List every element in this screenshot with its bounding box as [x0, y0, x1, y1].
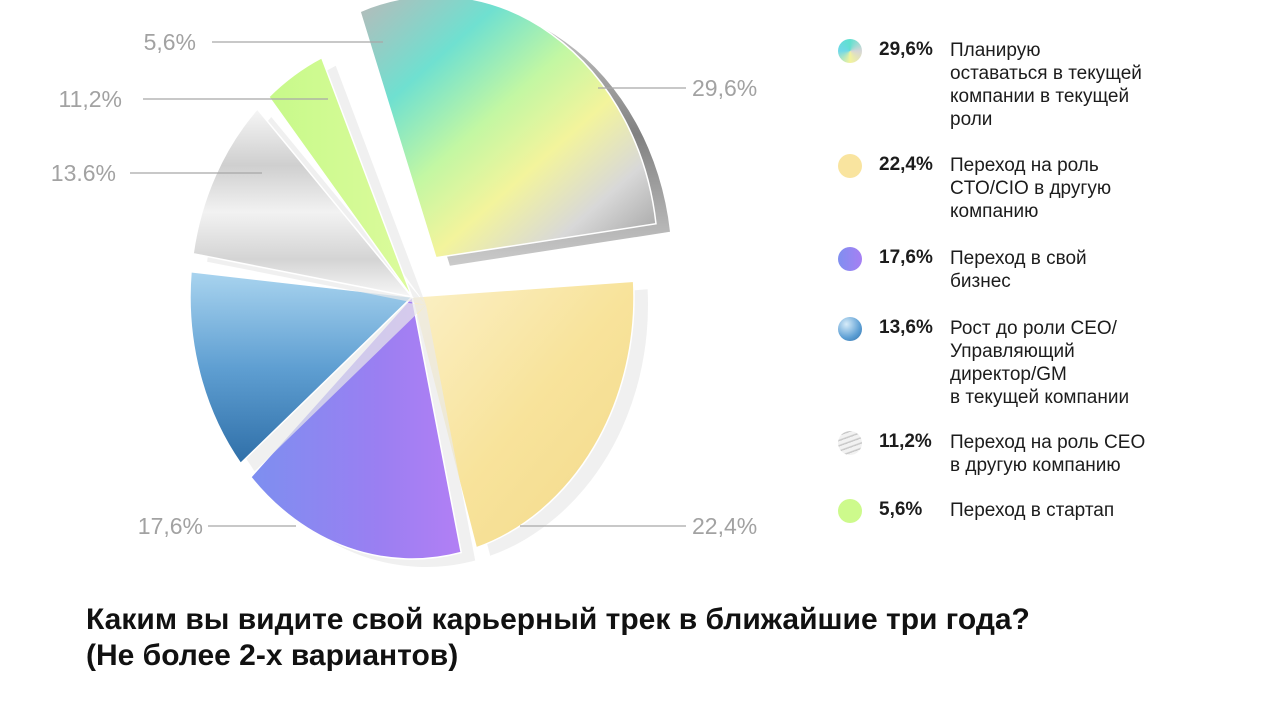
legend-label: Переход в свой бизнес	[950, 248, 1087, 292]
legend-label: Переход на роль CTO/CIO в другую компани…	[950, 155, 1112, 222]
slice-startup	[267, 56, 413, 298]
slice-own-business	[249, 295, 463, 560]
legend-marker	[838, 154, 862, 178]
legend-marker	[838, 247, 862, 271]
legend-value: 17,6%	[879, 247, 933, 268]
legend-value: 11,2%	[879, 431, 932, 452]
callout-13-6-label: 13.6%	[51, 160, 116, 186]
callout-11-2-label: 11,2%	[58, 86, 122, 112]
question-line-2: (Не более 2-х вариантов)	[86, 639, 459, 672]
slice-cto-cio-other-company	[411, 280, 635, 549]
legend-label: Рост до роли CEO/ Управляющий директор/G…	[950, 318, 1130, 408]
legend-value: 22,4%	[879, 154, 933, 175]
callout-22-4-label: 22,4%	[692, 513, 757, 539]
legend-value: 5,6%	[879, 499, 923, 520]
question-line-1: Каким вы видите свой карьерный трек в бл…	[86, 603, 1030, 636]
callout-5-6-label: 5,6%	[144, 29, 196, 55]
pie-chart-svg: 29,6% 22,4% 17,6% 13.6% 11,2% 5,6%	[51, 0, 757, 568]
callout-17-6-label: 17,6%	[138, 513, 203, 539]
slice-ceo-other-company	[192, 107, 414, 299]
callout-29-6-label: 29,6%	[692, 75, 757, 101]
legend-marker	[838, 499, 862, 523]
question-title: Каким вы видите свой карьерный трек в бл…	[86, 602, 1236, 674]
legend-value: 29,6%	[879, 39, 933, 60]
slice-ceo-current-company	[189, 270, 414, 465]
legend-marker	[838, 39, 862, 63]
legend-value: 13,6%	[879, 317, 933, 338]
pie-chart: 29,6% 22,4% 17,6% 13.6% 11,2% 5,6%	[51, 0, 757, 568]
legend-label: Планирую оставаться в текущей компании в…	[950, 40, 1142, 130]
legend-label: Переход в стартап	[950, 500, 1115, 521]
legend-marker	[838, 317, 862, 341]
legend-marker	[838, 431, 862, 455]
slice-stay-current-role	[359, 0, 657, 259]
legend-label: Переход на роль CEO в другую компанию	[950, 432, 1146, 476]
